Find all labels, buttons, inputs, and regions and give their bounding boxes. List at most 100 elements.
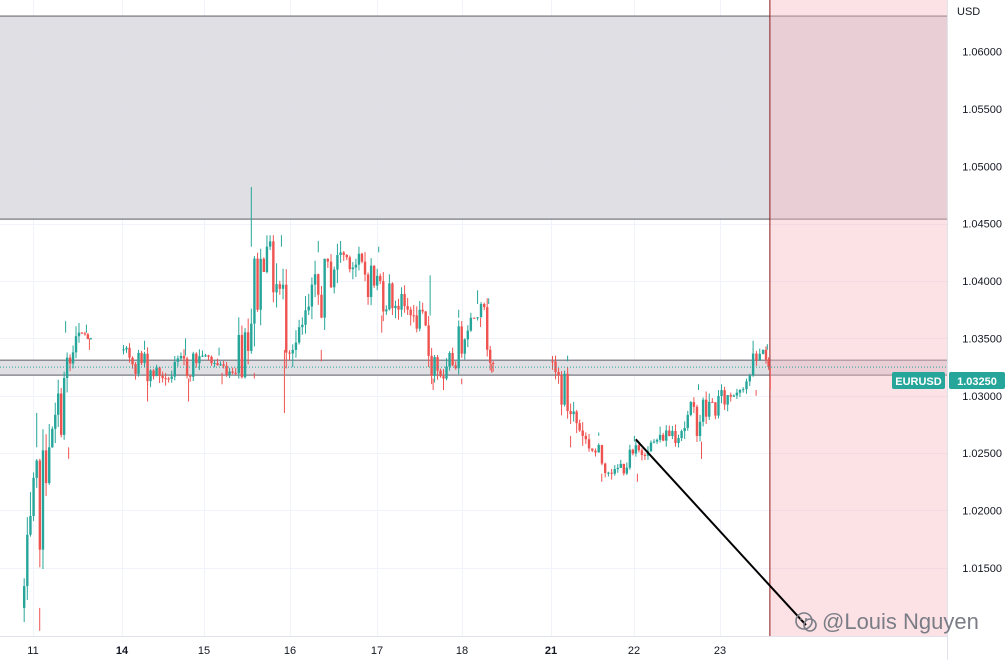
candle-body xyxy=(418,309,421,329)
candle-body xyxy=(584,435,588,440)
candle-body xyxy=(622,463,626,474)
time-tick-label: 22 xyxy=(628,645,640,657)
candle-body xyxy=(738,390,742,393)
candle-body xyxy=(354,264,358,268)
candle-body xyxy=(125,347,128,350)
candle-body xyxy=(720,390,723,397)
candle-body xyxy=(628,449,632,468)
candle-body xyxy=(366,274,370,298)
candle-body xyxy=(29,515,32,535)
zones xyxy=(0,0,947,636)
candle-body xyxy=(603,463,607,473)
candle-body xyxy=(448,352,451,367)
candle-body xyxy=(256,258,259,310)
candle-body xyxy=(342,252,345,255)
candle-body xyxy=(304,310,307,325)
candle-body xyxy=(469,317,473,331)
candle-body xyxy=(717,396,720,416)
price-axis[interactable]: 1.06000 1.05500 1.05000 1.04500 1.04000 1.035… xyxy=(962,47,1002,575)
candle-body xyxy=(764,349,768,360)
candle-body xyxy=(607,472,610,474)
candle-body xyxy=(179,355,183,359)
candle-body xyxy=(563,373,566,405)
candle-body xyxy=(445,366,448,379)
candle-body xyxy=(767,359,770,368)
candle-body xyxy=(415,315,418,329)
candle-body xyxy=(240,334,244,378)
price-tick-label: 1.01500 xyxy=(962,563,1002,575)
candle-body xyxy=(430,355,433,376)
candle-body xyxy=(161,375,164,379)
candle-body xyxy=(483,304,486,308)
candle-body xyxy=(735,392,739,396)
candle-body xyxy=(689,402,693,415)
candle-body xyxy=(640,450,644,455)
candle-body xyxy=(409,309,412,316)
candle-body xyxy=(382,281,385,312)
candle-body xyxy=(397,305,400,310)
candle-body xyxy=(149,370,152,382)
candle-body xyxy=(51,428,54,448)
candle-body xyxy=(158,367,161,376)
candle-body xyxy=(216,363,219,366)
time-axis[interactable]: 11 14 15 16 17 18 21 22 23 xyxy=(27,645,726,657)
candle-body xyxy=(74,336,78,353)
candle-body xyxy=(182,355,186,359)
candle-body xyxy=(751,353,755,376)
candle-body xyxy=(143,353,146,363)
mid-support-zone xyxy=(0,360,947,376)
candle-body xyxy=(442,376,445,379)
candle-body xyxy=(333,269,336,288)
candle-body xyxy=(755,353,758,361)
candle-body xyxy=(336,255,339,270)
symbol-tag-label: EURUSD xyxy=(895,376,942,388)
candle-body xyxy=(695,406,699,436)
time-tick-label: 11 xyxy=(27,645,38,657)
candle-body xyxy=(643,454,647,456)
candle-body xyxy=(655,439,659,442)
price-tick-label: 1.04000 xyxy=(962,276,1002,288)
candle-body xyxy=(198,356,201,364)
candle-body xyxy=(68,357,72,364)
candle-body xyxy=(581,430,584,436)
candle-body xyxy=(134,364,137,374)
symbol-tag[interactable] xyxy=(892,372,945,389)
last-price-tag[interactable] xyxy=(949,372,1005,389)
candle-body xyxy=(388,283,391,310)
candle-body xyxy=(677,438,680,444)
candle-body xyxy=(250,323,253,351)
candle-body xyxy=(285,284,288,353)
candle-body xyxy=(265,246,269,273)
candle-body xyxy=(57,393,60,415)
candle-body xyxy=(38,460,42,550)
candle-body xyxy=(77,332,81,337)
candle-body xyxy=(587,439,591,449)
candle-body xyxy=(566,373,569,411)
candle-body xyxy=(600,444,604,464)
candle-body xyxy=(649,442,653,452)
candle-body xyxy=(385,309,388,312)
candle-body xyxy=(711,401,714,403)
candle-body xyxy=(557,371,560,376)
watermark-text: @Louis Nguyen xyxy=(822,609,979,634)
candle-body xyxy=(357,253,361,265)
candle-body xyxy=(680,431,683,439)
candle-body xyxy=(674,430,677,444)
candle-body xyxy=(403,293,406,307)
candle-body xyxy=(619,463,622,468)
candle-body xyxy=(294,342,298,350)
candle-body xyxy=(436,357,439,371)
candle-body xyxy=(488,349,492,363)
trendline xyxy=(634,438,807,626)
candle-body xyxy=(631,449,635,454)
candle-body xyxy=(268,241,272,247)
candle-body xyxy=(379,275,382,282)
candle-body xyxy=(222,364,225,366)
candle-body xyxy=(170,376,173,379)
candle-body xyxy=(310,284,314,307)
candle-body xyxy=(491,362,495,364)
candle-body xyxy=(625,467,629,474)
candle-body xyxy=(204,355,207,357)
candle-body xyxy=(692,402,696,407)
